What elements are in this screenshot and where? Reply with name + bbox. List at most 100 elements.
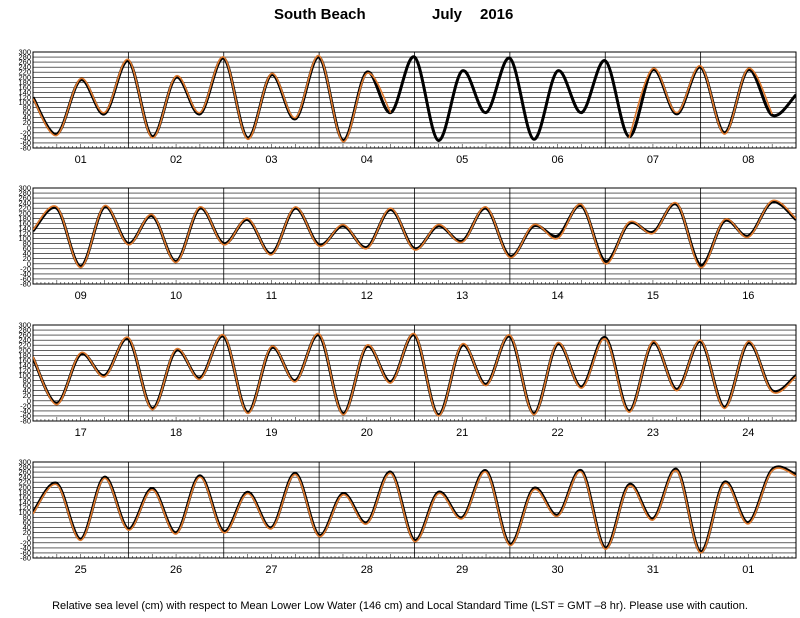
y-tick-label: 280: [18, 463, 31, 472]
y-tick-label: 80: [23, 103, 31, 112]
y-tick-label: -80: [20, 280, 31, 289]
day-label: 22: [551, 427, 563, 439]
day-label: 16: [742, 290, 754, 302]
y-tick-label: 240: [18, 63, 31, 72]
day-label: 28: [361, 564, 373, 576]
observed-sea-level-line: [33, 467, 796, 554]
y-tick-label: 220: [18, 341, 31, 350]
y-tick-label: 200: [18, 346, 31, 355]
y-tick-label: 100: [18, 234, 31, 243]
y-tick-label: 60: [23, 381, 31, 390]
y-tick-label: 80: [23, 513, 31, 522]
y-tick-label: 200: [18, 483, 31, 492]
day-label: 01: [742, 564, 754, 576]
y-tick-label: 40: [23, 249, 31, 258]
y-tick-label: 280: [18, 326, 31, 335]
y-tick-label: 260: [18, 331, 31, 340]
y-tick-label: -60: [20, 274, 31, 283]
y-tick-label: 160: [18, 356, 31, 365]
y-tick-label: 300: [18, 184, 31, 193]
y-tick-label: 180: [18, 488, 31, 497]
y-tick-label: -20: [20, 538, 31, 547]
y-tick-label: 220: [18, 68, 31, 77]
y-tick-label: 180: [18, 78, 31, 87]
y-tick-label: 60: [23, 108, 31, 117]
y-tick-label: 80: [23, 376, 31, 385]
y-tick-label: -80: [20, 554, 31, 563]
day-label: 10: [170, 290, 182, 302]
day-label: 02: [170, 154, 182, 166]
observed-sea-level-line: [33, 199, 796, 269]
y-tick-label: 140: [18, 88, 31, 97]
y-tick-label: 240: [18, 336, 31, 345]
y-tick-label: 300: [18, 321, 31, 330]
y-tick-label: 120: [18, 503, 31, 512]
y-tick-label: 280: [18, 189, 31, 198]
y-tick-label: 100: [18, 508, 31, 517]
y-tick-label: 200: [18, 209, 31, 218]
y-tick-label: -20: [20, 128, 31, 137]
y-tick-label: -60: [20, 548, 31, 557]
day-label: 08: [742, 154, 754, 166]
day-label: 17: [75, 427, 87, 439]
y-tick-label: 40: [23, 523, 31, 532]
y-tick-label: 200: [18, 73, 31, 82]
y-tick-label: -40: [20, 269, 31, 278]
day-label: 14: [551, 290, 563, 302]
y-tick-label: -60: [20, 138, 31, 147]
day-label: 12: [361, 290, 373, 302]
y-tick-label: 240: [18, 473, 31, 482]
y-tick-label: 60: [23, 518, 31, 527]
day-label: 03: [265, 154, 277, 166]
y-tick-label: 260: [18, 468, 31, 477]
y-tick-label: 160: [18, 83, 31, 92]
y-tick-label: 20: [23, 391, 31, 400]
day-label: 26: [170, 564, 182, 576]
y-tick-label: 20: [23, 254, 31, 263]
day-label: 15: [647, 290, 659, 302]
y-tick-label: 160: [18, 493, 31, 502]
day-label: 13: [456, 290, 468, 302]
day-label: 19: [265, 427, 277, 439]
day-label: 25: [75, 564, 87, 576]
panel-frame: [32, 187, 797, 285]
y-tick-label: -60: [20, 411, 31, 420]
y-tick-label: 60: [23, 244, 31, 253]
day-label: 11: [266, 290, 277, 302]
y-tick-label: -40: [20, 543, 31, 552]
tide-panel-1: 3002802602402202001801601401201008060402…: [18, 48, 797, 166]
day-label: 24: [742, 427, 754, 439]
day-label: 20: [361, 427, 373, 439]
y-tick-label: 100: [18, 98, 31, 107]
day-label: 31: [647, 564, 659, 576]
year-title: 2016: [480, 6, 514, 23]
day-label: 29: [456, 564, 468, 576]
footnote: Relative sea level (cm) with respect to …: [52, 600, 748, 612]
day-label: 21: [456, 427, 468, 439]
y-tick-label: 120: [18, 366, 31, 375]
day-label: 18: [170, 427, 182, 439]
y-tick-label: 240: [18, 199, 31, 208]
y-tick-label: 140: [18, 224, 31, 233]
y-tick-label: 0: [27, 533, 31, 542]
y-tick-label: 20: [23, 528, 31, 537]
y-tick-label: 0: [27, 259, 31, 268]
observed-sea-level-line: [33, 332, 796, 417]
y-tick-label: 140: [18, 361, 31, 370]
y-tick-label: -40: [20, 406, 31, 415]
y-tick-label: -20: [20, 264, 31, 273]
day-label: 07: [647, 154, 659, 166]
day-label: 06: [551, 154, 563, 166]
y-tick-label: 120: [18, 229, 31, 238]
y-tick-label: 300: [18, 48, 31, 57]
station-title: South Beach: [274, 6, 366, 23]
y-tick-label: 100: [18, 371, 31, 380]
month-title: July: [432, 6, 463, 23]
y-tick-label: 80: [23, 239, 31, 248]
day-label: 27: [265, 564, 277, 576]
y-tick-label: 120: [18, 93, 31, 102]
y-tick-label: -40: [20, 133, 31, 142]
day-label: 01: [75, 154, 87, 166]
tide-chart: 3002802602402202001801601401201008060402…: [18, 48, 797, 576]
